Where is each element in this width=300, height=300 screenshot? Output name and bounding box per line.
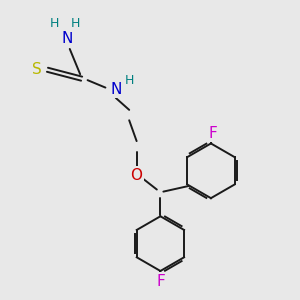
- Text: F: F: [156, 274, 165, 289]
- Text: H: H: [71, 17, 80, 30]
- Text: O: O: [130, 168, 142, 183]
- Text: H: H: [50, 17, 60, 30]
- Text: H: H: [124, 74, 134, 87]
- Text: F: F: [208, 126, 217, 141]
- Text: S: S: [32, 62, 42, 77]
- Text: S: S: [32, 62, 42, 77]
- Text: N: N: [110, 82, 122, 97]
- Text: N: N: [61, 31, 73, 46]
